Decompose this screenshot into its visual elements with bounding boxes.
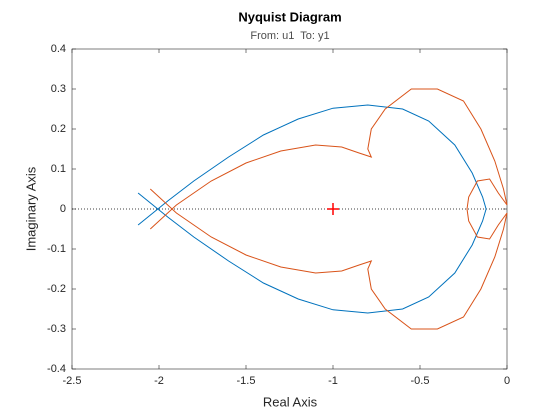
x-tick-label: -2.5 [63,375,82,387]
y-tick-label: -0.3 [47,323,66,335]
x-tick-label: -0.5 [411,375,430,387]
y-tick-label: 0.2 [51,123,66,135]
nyquist-curve [149,88,508,330]
x-tick-label: -1.5 [237,375,256,387]
y-tick-label: -0.4 [47,363,66,375]
critical-point [327,203,339,215]
chart-subtitle: From: u1 To: y1 [250,30,329,42]
y-tick-label: -0.1 [47,243,66,255]
x-axis-label: Real Axis [263,394,318,409]
y-tick-label: 0.1 [51,163,66,175]
x-tick-label: -2 [154,375,164,387]
y-tick-label: -0.2 [47,283,66,295]
y-axis-label: Imaginary Axis [23,166,38,251]
y-tick-label: 0.3 [51,83,66,95]
nyquist-curve [137,104,487,314]
x-tick-label: 0 [504,375,510,387]
x-tick-label: -1 [328,375,338,387]
y-tick-label: 0.4 [51,43,66,55]
chart-title: Nyquist Diagram [238,9,341,24]
y-tick-label: 0 [60,203,66,215]
